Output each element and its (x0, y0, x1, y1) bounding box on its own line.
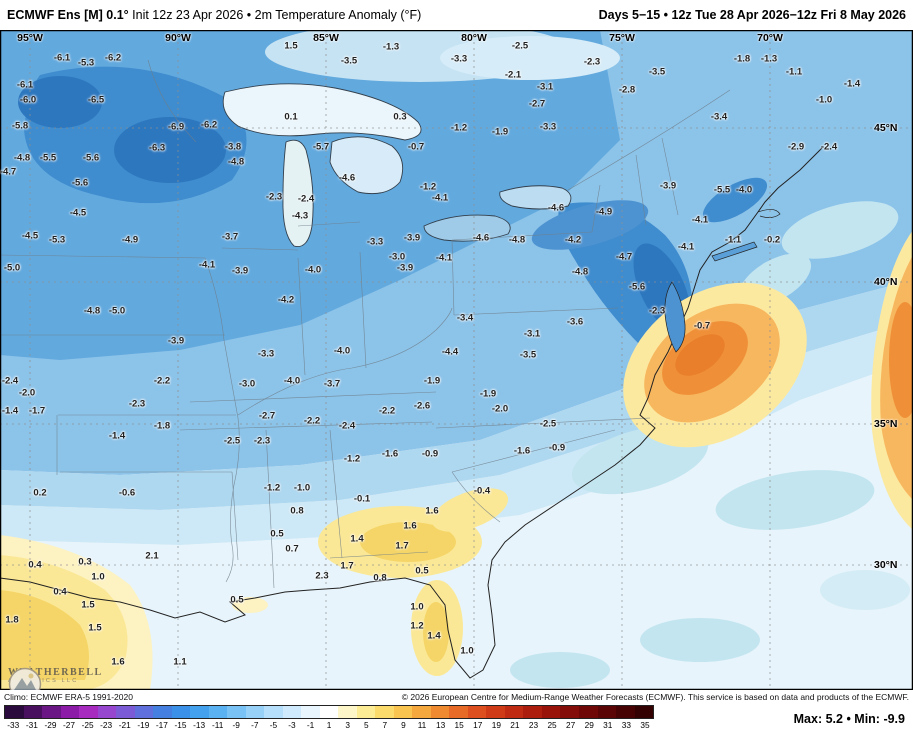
colorbar-segment (116, 706, 135, 718)
colorbar-segment (79, 706, 98, 718)
anomaly-map-art (0, 30, 913, 690)
colorbar-segment (541, 706, 561, 718)
colorbar-tick-label: -23 (100, 720, 113, 730)
colorbar-tick-label: 21 (510, 720, 520, 730)
colorbar-tick-label: -17 (155, 720, 168, 730)
colorbar-segment (134, 706, 154, 718)
map-title: ECMWF Ens [M] 0.1° Init 12z 23 Apr 2026 … (7, 8, 421, 22)
colorbar-tick-label: -9 (232, 720, 240, 730)
colorbar-segment (430, 706, 450, 718)
weatherbell-logo: WEATHERBELL ANALYTICS LLC (8, 667, 103, 690)
footer-meta: Climo: ECMWF ERA-5 1991-2020 © 2026 Euro… (0, 690, 913, 702)
colorbar-tick-label: 23 (528, 720, 539, 730)
colorbar-segment (319, 706, 339, 718)
colorbar-tick-label: -13 (193, 720, 206, 730)
colorbar-segment (264, 706, 283, 718)
colorbar-tick-label: 5 (363, 720, 369, 730)
colorbar-segment (301, 706, 320, 718)
colorbar-tick-label: 29 (584, 720, 594, 730)
logo-sub: ANALYTICS LLC (8, 678, 79, 684)
colorbar-tick-label: -29 (44, 720, 57, 730)
colorbar-tick-label: 27 (566, 720, 576, 730)
colorbar-tick-label: 11 (417, 720, 427, 730)
init-info: Init 12z 23 Apr 2026 • 2m Temperature An… (128, 8, 422, 22)
header: ECMWF Ens [M] 0.1° Init 12z 23 Apr 2026 … (0, 0, 913, 30)
colorbar-segment (597, 706, 617, 718)
colorbar-segment (60, 706, 80, 718)
colorbar-segment (190, 706, 209, 718)
colorbar-tick-label: -5 (269, 720, 278, 730)
colorbar-segment (245, 706, 265, 718)
colorbar-segment (227, 706, 246, 718)
colorbar-swatches (4, 705, 654, 719)
climo-note: Climo: ECMWF ERA-5 1991-2020 (4, 692, 133, 702)
colorbar-tick-label: 13 (435, 720, 446, 730)
colorbar-tick-label: -1 (306, 720, 315, 730)
weatherbell-logo-icon (8, 667, 42, 690)
max-min-readout: Max: 5.2 • Min: -9.9 (793, 712, 905, 726)
colorbar-segment (467, 706, 487, 718)
colorbar: -33 -31 -29 -27 -25 -23 -21 -19 -17 -15 -13 -11 -9 -7… (4, 705, 654, 730)
colorbar-segment (153, 706, 172, 718)
colorbar-tick-label: 15 (454, 720, 464, 730)
colorbar-tick-label: -33 (7, 720, 20, 730)
logo-brand: WEATHERBELL (8, 667, 103, 678)
colorbar-tick-label: -31 (25, 720, 38, 730)
colorbar-tick-label: -11 (211, 720, 224, 730)
colorbar-tick-label: 19 (491, 720, 501, 730)
colorbar-tick-label: -7 (251, 720, 259, 730)
model-name: ECMWF Ens [M] 0.1° (7, 8, 129, 22)
colorbar-segment (5, 706, 24, 718)
colorbar-tick-label: -27 (63, 720, 76, 730)
copyright-note: © 2026 European Centre for Medium-Range … (401, 692, 909, 702)
colorbar-segment (356, 706, 376, 718)
colorbar-tick-label: -19 (137, 720, 150, 730)
colorbar-tick-label: 3 (345, 720, 350, 730)
weatherbell-logo-text: WEATHERBELL ANALYTICS LLC (8, 667, 103, 684)
colorbar-tick-label: 9 (401, 720, 406, 730)
colorbar-tick-label: 35 (640, 720, 650, 730)
footer: Climo: ECMWF ERA-5 1991-2020 © 2026 Euro… (0, 690, 913, 750)
colorbar-segment (375, 706, 394, 718)
colorbar-segment (634, 706, 654, 718)
colorbar-tick-label: 31 (603, 720, 613, 730)
valid-range: Days 5−15 • 12z Tue 28 Apr 2026−12z Fri … (598, 8, 906, 22)
colorbar-segment (449, 706, 468, 718)
colorbar-segment (171, 706, 191, 718)
colorbar-segment (282, 706, 302, 718)
colorbar-segment (523, 706, 542, 718)
colorbar-segment (504, 706, 524, 718)
colorbar-segment (97, 706, 117, 718)
colorbar-segment (616, 706, 635, 718)
colorbar-segment (42, 706, 61, 718)
colorbar-ticks: -33 -31 -29 -27 -25 -23 -21 -19 -17 -15 -13 -11 -9 -7… (4, 720, 654, 730)
colorbar-tick-label: -21 (118, 720, 131, 730)
colorbar-segment (560, 706, 579, 718)
colorbar-tick-label: 7 (382, 720, 388, 730)
colorbar-tick-label: 25 (547, 720, 557, 730)
colorbar-segment (578, 706, 598, 718)
colorbar-tick-label: 33 (621, 720, 631, 730)
colorbar-tick-label: -25 (81, 720, 94, 730)
colorbar-segment (208, 706, 228, 718)
colorbar-segment (393, 706, 413, 718)
colorbar-tick-label: -3 (288, 720, 296, 730)
colorbar-tick-label: -15 (174, 720, 187, 730)
colorbar-tick-label: 1 (326, 720, 332, 730)
colorbar-tick-label: 17 (473, 720, 483, 730)
colorbar-segment (412, 706, 431, 718)
map-canvas: -6.1 -5.3 -6.2 1.5 -3.5 -1.3 -3.3 -2.5 -2.3 -3.5-… (0, 30, 913, 690)
colorbar-segment (486, 706, 505, 718)
colorbar-segment (338, 706, 357, 718)
colorbar-segment (23, 706, 43, 718)
